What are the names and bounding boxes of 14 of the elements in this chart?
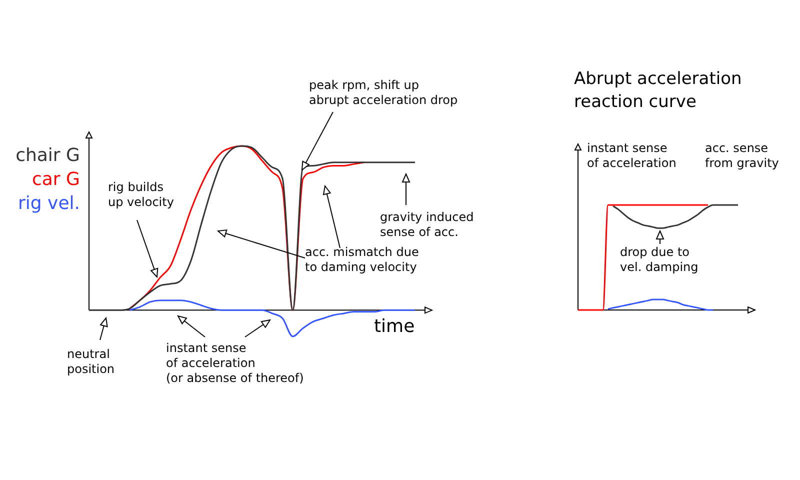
text: acc. sense from gravity bbox=[705, 141, 779, 171]
annotation: rig builds up velocity bbox=[108, 180, 174, 210]
x-axis-title: time bbox=[374, 316, 415, 337]
annotation: drop due to vel. damping bbox=[620, 245, 698, 275]
text: instant sense of acceleration (or absense of thereof) bbox=[166, 341, 304, 386]
text: rig vel. bbox=[17, 192, 80, 216]
annotation: gravity induced sense of acc. bbox=[380, 210, 474, 240]
text: instant sense of acceleration bbox=[587, 141, 676, 171]
annotation: acc. mismatch due to daming velocity bbox=[305, 245, 419, 275]
chart-title: Abrupt acceleration reaction curve bbox=[574, 68, 743, 114]
text: neutral position bbox=[67, 347, 115, 377]
text: chair G bbox=[16, 144, 80, 168]
text: car G bbox=[31, 168, 80, 192]
text: peak rpm, shift up abrupt acceleration drop bbox=[309, 78, 458, 108]
